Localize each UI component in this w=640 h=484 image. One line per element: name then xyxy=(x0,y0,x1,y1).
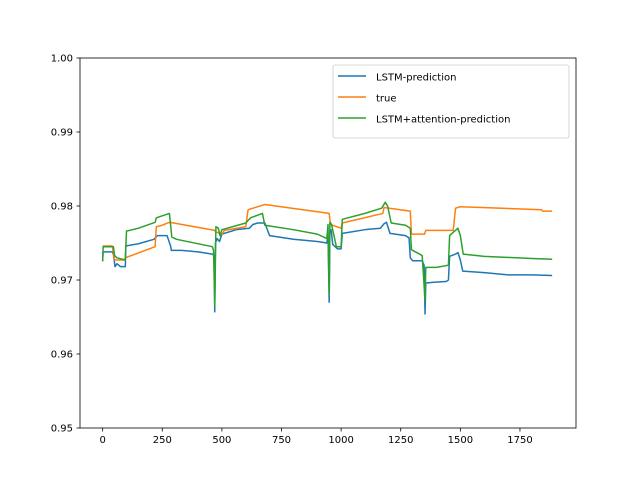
series-line-0 xyxy=(101,221,553,315)
y-tick-label: 1.00 xyxy=(51,54,73,65)
x-axis: 0 250 500 750 1000 1250 1500 1750 xyxy=(99,428,533,446)
legend-label-0: LSTM-prediction xyxy=(376,73,456,84)
y-tick-label: 0.97 xyxy=(51,276,73,287)
plot-frame xyxy=(79,57,577,429)
x-tick-label: 750 xyxy=(272,435,291,446)
legend-label-1: true xyxy=(376,94,397,105)
legend-box xyxy=(332,64,570,139)
x-tick-label: 250 xyxy=(153,435,172,446)
x-tick-label: 1750 xyxy=(507,435,532,446)
x-tick-label: 1250 xyxy=(388,435,413,446)
legend-label-2: LSTM+attention-prediction xyxy=(376,115,510,126)
x-tick-label: 500 xyxy=(212,435,231,446)
x-tick-label: 1000 xyxy=(328,435,353,446)
y-tick-label: 0.96 xyxy=(51,350,73,361)
y-tick-label: 0.99 xyxy=(51,128,73,139)
legend: LSTM-prediction true LSTM+attention-predic… xyxy=(332,64,570,139)
series-line-2 xyxy=(101,201,553,307)
y-tick-label: 0.95 xyxy=(51,424,73,435)
series-line-1 xyxy=(102,203,553,261)
y-axis: 0.95 0.96 0.97 0.98 0.99 1.00 xyxy=(51,54,80,435)
x-tick-label: 0 xyxy=(99,435,105,446)
series-layer xyxy=(101,201,553,315)
x-tick-label: 1500 xyxy=(448,435,473,446)
y-tick-label: 0.98 xyxy=(51,202,73,213)
